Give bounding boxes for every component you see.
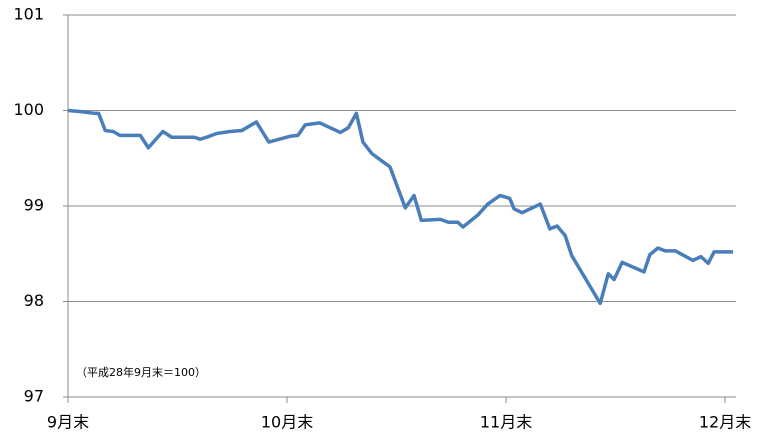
x-tick-label: 10月末 [261,413,313,432]
y-tick-label: 100 [13,100,44,119]
x-tick-label: 11月末 [480,413,532,432]
line [67,108,734,306]
x-tick-label: 9月末 [47,413,89,432]
x-tick-label: 12月末 [699,413,751,432]
y-tick-label: 101 [13,5,44,24]
y-tick-label: 97 [24,387,44,406]
annotation: （平成28年9月末＝100） [76,365,206,379]
y-tick-label: 98 [24,291,44,310]
y-tick-label: 99 [24,196,44,215]
